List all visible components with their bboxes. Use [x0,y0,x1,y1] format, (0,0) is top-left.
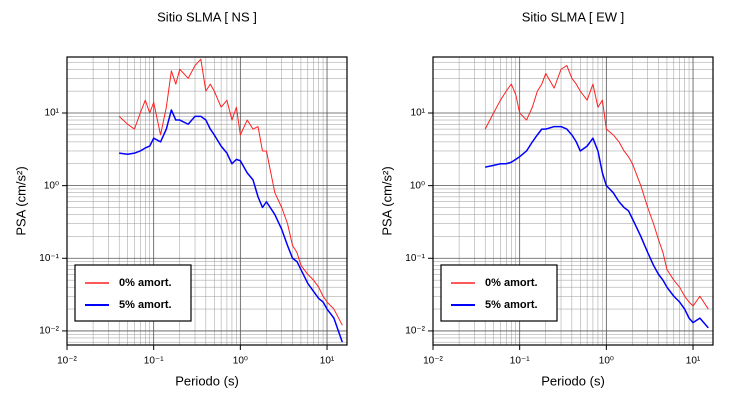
x-axis-label: Periodo (s) [175,373,239,388]
series-line [118,58,343,326]
y-axis-label: PSA (cm/s²) [379,166,394,235]
chart-title: Sitio SLMA [ EW ] [522,9,625,24]
series-line [119,109,343,343]
x-axis-label: Periodo (s) [541,373,605,388]
x-tick-label: 10⁰ [233,356,248,367]
legend-box [440,264,558,322]
y-tick-label: 10⁰ [410,180,425,191]
x-tick-label: 10⁻² [423,356,443,367]
y-tick-label: 10⁻² [39,326,59,337]
legend-label: 5% amort. [485,299,538,311]
x-tick-label: 10¹ [320,356,335,367]
legend-box [74,264,192,322]
x-tick-label: 10⁻¹ [510,356,530,367]
y-tick-label: 10⁻¹ [39,253,59,264]
chart: 10⁻² 10⁻¹ 10⁰ 10¹ 10⁻² 10⁻¹ 10⁰ 10¹ Sitio SLMA [… [13,9,348,388]
plot-frame [432,56,714,346]
y-tick-label: 10⁻² [405,326,425,337]
x-tick-label: 10⁻² [57,356,77,367]
y-tick-label: 10¹ [45,108,60,119]
y-tick-label: 10¹ [411,108,426,119]
y-axis-label: PSA (cm/s²) [13,166,28,235]
y-tick-label: 10⁻¹ [405,253,425,264]
chart-title: Sitio SLMA [ NS ] [157,9,257,24]
x-tick-label: 10⁻¹ [144,356,164,367]
chart: 10⁻² 10⁻¹ 10⁰ 10¹ 10⁻² 10⁻¹ 10⁰ 10¹ Sitio SLMA [… [379,9,714,388]
series-line [485,125,709,329]
legend-label: 0% amort. [119,277,172,289]
x-tick-label: 10⁰ [599,356,614,367]
y-tick-label: 10⁰ [44,180,59,191]
legend-label: 0% amort. [485,277,538,289]
x-tick-label: 10¹ [686,356,701,367]
legend-label: 5% amort. [119,299,172,311]
series-line [484,65,709,310]
plot-frame [66,56,348,346]
